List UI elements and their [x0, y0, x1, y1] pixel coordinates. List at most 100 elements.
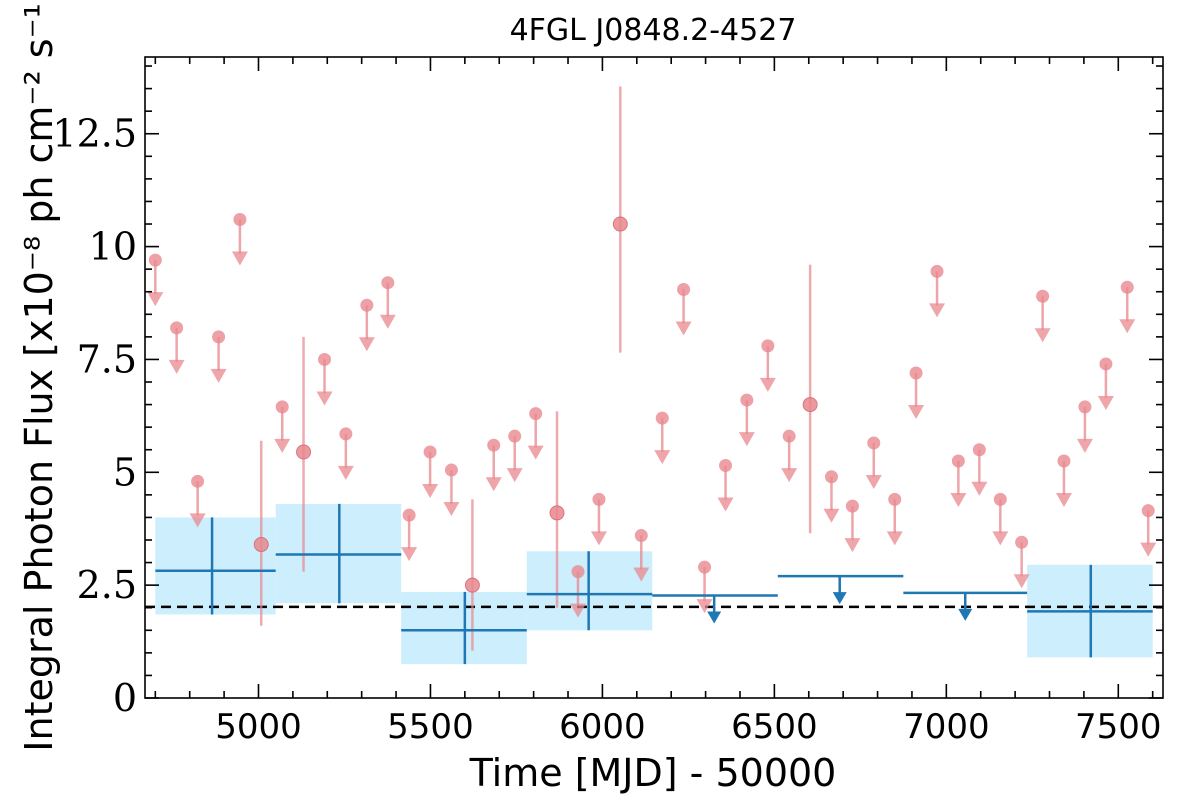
fine-ul-point-40	[1120, 280, 1134, 294]
fine-ul-arrow-18	[633, 567, 650, 582]
fine-ul-arrow-29	[886, 531, 903, 546]
fine-ul-point-20	[698, 560, 712, 574]
fine-ul-arrow-30	[908, 404, 925, 419]
coarse-ul-arrow-0	[707, 611, 722, 624]
fine-bin-points	[147, 86, 1157, 651]
fine-ul-arrow-0	[147, 292, 164, 307]
x-tick-label-5: 7500	[1075, 707, 1162, 747]
fine-ul-point-18	[634, 528, 648, 542]
chart-title: 4FGL J0848.2-4527	[510, 13, 797, 48]
fine-ul-point-31	[930, 264, 944, 278]
fine-ul-point-2	[191, 474, 205, 488]
fine-ul-point-38	[1078, 400, 1092, 414]
fine-ul-point-33	[972, 443, 986, 457]
coarse-ul-arrow-1	[832, 592, 847, 605]
fine-ul-point-32	[951, 454, 965, 468]
fine-ul-point-25	[782, 429, 796, 443]
y-tick-label-5: 12.5	[52, 112, 137, 156]
fine-ul-arrow-35	[1013, 574, 1030, 589]
fine-ul-arrow-27	[844, 538, 861, 553]
fine-ul-arrow-36	[1034, 328, 1051, 343]
fine-ul-point-5	[275, 400, 289, 414]
fine-ul-point-4	[233, 213, 247, 227]
fine-ul-arrow-25	[781, 468, 798, 483]
fine-det-point-1	[296, 444, 312, 460]
fine-ul-point-26	[824, 470, 838, 484]
fine-ul-arrow-8	[358, 337, 375, 352]
fine-ul-arrow-15	[527, 445, 544, 460]
fine-ul-point-22	[719, 459, 733, 473]
fine-ul-arrow-20	[696, 599, 713, 614]
fine-ul-point-41	[1141, 504, 1155, 518]
fine-ul-point-12	[444, 463, 458, 477]
fine-ul-point-28	[867, 436, 881, 450]
fine-ul-point-17	[592, 492, 606, 506]
fine-det-point-4	[612, 216, 628, 232]
fine-ul-point-21	[677, 282, 691, 296]
fine-ul-point-14	[508, 429, 522, 443]
fine-ul-arrow-26	[823, 508, 840, 523]
x-axis-label: Time [MJD] - 50000	[469, 751, 837, 795]
fine-ul-arrow-5	[274, 438, 291, 453]
fine-ul-arrow-32	[950, 493, 967, 508]
fine-ul-point-37	[1057, 454, 1071, 468]
fine-ul-point-30	[909, 366, 923, 380]
fine-ul-arrow-13	[485, 477, 502, 492]
fine-ul-point-6	[318, 352, 332, 366]
fine-ul-point-15	[529, 407, 543, 421]
y-axis-label: Integral Photon Flux [x10⁻⁸ ph cm⁻² s⁻¹]	[17, 0, 61, 752]
fine-ul-arrow-11	[422, 483, 439, 498]
x-tick-label-3: 6500	[731, 707, 818, 747]
fine-ul-point-7	[339, 427, 353, 441]
fine-ul-point-29	[888, 492, 902, 506]
fine-ul-point-1	[170, 321, 184, 335]
fine-ul-arrow-19	[654, 450, 671, 465]
fine-ul-arrow-7	[337, 465, 354, 480]
fine-ul-point-19	[655, 411, 669, 425]
fine-ul-arrow-17	[590, 531, 607, 546]
fine-ul-point-16	[571, 565, 585, 579]
fine-det-point-0	[253, 537, 269, 553]
fine-ul-point-0	[148, 253, 162, 267]
y-tick-label-1: 2.5	[77, 563, 137, 607]
fine-ul-arrow-28	[865, 474, 882, 489]
coarse-bin-points	[155, 503, 1153, 665]
y-tick-label-3: 7.5	[77, 337, 137, 381]
fine-det-point-2	[464, 577, 480, 593]
fine-ul-arrow-41	[1140, 542, 1157, 557]
fine-ul-arrow-1	[168, 359, 185, 374]
fine-ul-point-27	[845, 499, 859, 513]
fine-ul-point-8	[360, 298, 374, 312]
fine-ul-arrow-38	[1076, 438, 1093, 453]
fine-ul-arrow-40	[1119, 319, 1136, 334]
x-tick-label-2: 6000	[559, 707, 646, 747]
fine-ul-point-11	[423, 445, 437, 459]
fine-ul-arrow-14	[506, 468, 523, 483]
fine-ul-arrow-37	[1055, 493, 1072, 508]
fine-ul-arrow-9	[379, 314, 396, 329]
fine-ul-arrow-3	[210, 368, 227, 383]
fine-ul-arrow-34	[992, 531, 1009, 546]
fine-det-point-3	[549, 505, 565, 521]
fine-ul-point-36	[1036, 289, 1050, 303]
fine-ul-arrow-16	[569, 603, 586, 618]
y-tick-label-0: 0	[113, 676, 137, 720]
fine-ul-point-13	[487, 438, 501, 452]
x-tick-label-0: 5000	[215, 707, 302, 747]
x-tick-label-4: 7000	[903, 707, 990, 747]
y-tick-label-2: 5	[113, 450, 137, 494]
fine-ul-point-35	[1015, 535, 1029, 549]
fine-ul-arrow-6	[316, 391, 333, 406]
fine-ul-point-39	[1099, 357, 1113, 371]
plot-frame	[144, 56, 1164, 699]
fine-ul-point-9	[381, 276, 395, 290]
fine-ul-arrow-33	[971, 481, 988, 496]
fine-ul-arrow-10	[401, 547, 418, 562]
coarse-ul-arrow-2	[958, 608, 973, 621]
x-tick-label-1: 5500	[387, 707, 474, 747]
fine-det-point-5	[802, 397, 818, 413]
fine-ul-point-10	[402, 508, 416, 522]
axis-ticks: 5000 5500 6000 6500 7000 7500 0 2.5 5 7.5 10 12.5	[52, 57, 1163, 747]
coarse-band-0	[155, 517, 276, 615]
